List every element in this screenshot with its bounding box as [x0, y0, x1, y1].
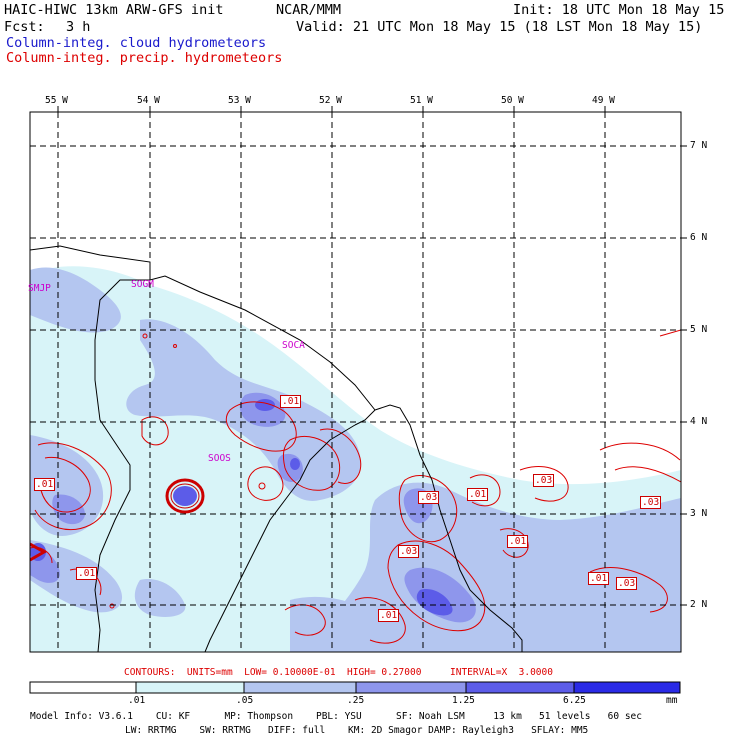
colorbar — [29, 681, 681, 694]
contour-label: .03 — [533, 474, 555, 487]
lon-label: 55 W — [45, 95, 68, 106]
contour-label: .03 — [616, 577, 638, 590]
contour-label: .03 — [418, 491, 440, 504]
contours-note: CONTOURS: UNITS=mm LOW= 0.10000E-01 HIGH… — [124, 667, 553, 678]
latlon-grid — [30, 112, 681, 652]
contour-label: .01 — [507, 535, 529, 548]
contour-label: .01 — [280, 395, 302, 408]
model-info-line2: LW: RRTMG SW: RRTMG DIFF: full KM: 2D Sm… — [125, 725, 589, 736]
colorbar-label: .05 — [236, 695, 254, 706]
model-title: HAIC-HIWC 13km ARW-GFS init — [4, 2, 224, 18]
model-info-line1: Model Info: V3.6.1 CU: KF MP: Thompson P… — [30, 711, 642, 722]
colorbar-label: 6.25 — [563, 695, 586, 706]
fcst-value: 3 h — [66, 19, 91, 35]
storm-cell-contour — [30, 478, 205, 562]
valid-time: Valid: 21 UTC Mon 18 May 15 (18 LST Mon … — [296, 19, 703, 35]
colorbar-label: 1.25 — [452, 695, 475, 706]
lon-label: 50 W — [501, 95, 524, 106]
station-label: SOGM — [131, 279, 154, 290]
station-label: SMJP — [28, 283, 51, 294]
contour-label: .03 — [398, 545, 420, 558]
lon-label: 52 W — [319, 95, 342, 106]
org-label: NCAR/MMM — [276, 2, 342, 18]
field-cloud-title: Column-integ. cloud hydrometeors — [6, 35, 267, 51]
contour-label: .01 — [467, 488, 489, 501]
precip-contours — [30, 329, 681, 644]
lat-label: 2 N — [690, 599, 708, 610]
contour-label: .01 — [76, 567, 98, 580]
station-label: SOOS — [208, 453, 231, 464]
lat-label: 4 N — [690, 416, 708, 427]
lon-label: 51 W — [410, 95, 433, 106]
colorbar-label: .01 — [128, 695, 146, 706]
contour-label: .03 — [640, 496, 662, 509]
contour-label: .01 — [378, 609, 400, 622]
colorbar-label: .25 — [347, 695, 365, 706]
station-label: SOCA — [282, 340, 305, 351]
colorbar-unit: mm — [666, 695, 678, 706]
init-time: Init: 18 UTC Mon 18 May 15 — [513, 2, 725, 18]
lat-label: 5 N — [690, 324, 708, 335]
axis-ticks — [57, 106, 687, 606]
map-frame — [29, 111, 682, 653]
cloud-shading — [30, 266, 681, 652]
contour-label: .01 — [588, 572, 610, 585]
lat-label: 6 N — [690, 232, 708, 243]
field-precip-title: Column-integ. precip. hydrometeors — [6, 50, 283, 66]
lon-label: 49 W — [592, 95, 615, 106]
fcst-label: Fcst: — [4, 19, 45, 35]
coastline — [30, 245, 523, 652]
contour-label: .01 — [34, 478, 56, 491]
lat-label: 7 N — [690, 140, 708, 151]
lon-label: 54 W — [137, 95, 160, 106]
lat-label: 3 N — [690, 508, 708, 519]
lon-label: 53 W — [228, 95, 251, 106]
